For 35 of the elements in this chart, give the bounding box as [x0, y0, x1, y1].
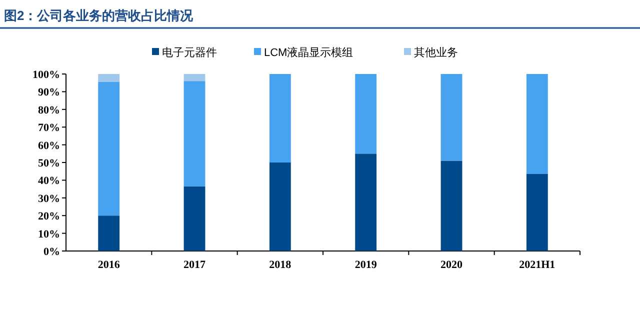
y-tick-label: 10%	[38, 228, 60, 240]
x-tick-label: 2021H1	[519, 259, 556, 271]
bar	[355, 74, 377, 154]
y-tick-label: 80%	[38, 104, 60, 116]
bar	[269, 162, 291, 251]
legend-label: 其他业务	[414, 46, 458, 59]
bar	[440, 160, 462, 251]
bar	[184, 186, 206, 251]
chart-title: 图2：公司各业务的营收占比情况	[4, 8, 194, 23]
legend-label: 电子元器件	[162, 46, 217, 59]
y-tick-label: 0%	[44, 246, 60, 258]
x-tick-label: 2020	[440, 259, 463, 271]
y-tick-label: 60%	[38, 140, 60, 152]
bar	[355, 154, 377, 251]
y-tick-label: 30%	[38, 192, 60, 205]
y-tick-label: 50%	[38, 158, 60, 170]
y-tick-label: 40%	[38, 175, 60, 188]
y-tick-label: 20%	[38, 210, 60, 223]
x-tick-label: 2016	[98, 259, 120, 271]
bar	[526, 174, 548, 251]
bar	[440, 74, 462, 161]
x-tick-label: 2017	[184, 259, 206, 271]
bar	[98, 74, 120, 82]
bar	[184, 81, 206, 186]
bar	[98, 82, 120, 216]
bar	[184, 74, 206, 82]
bar	[526, 74, 548, 174]
y-tick-label: 100%	[32, 69, 60, 81]
x-tick-label: 2018	[269, 259, 292, 271]
legend-label: LCM液晶显示模组	[264, 46, 354, 59]
bar	[98, 216, 120, 251]
y-tick-label: 90%	[38, 86, 60, 99]
bar	[269, 74, 291, 162]
y-tick-label: 70%	[38, 122, 60, 134]
x-tick-label: 2019	[354, 259, 378, 271]
